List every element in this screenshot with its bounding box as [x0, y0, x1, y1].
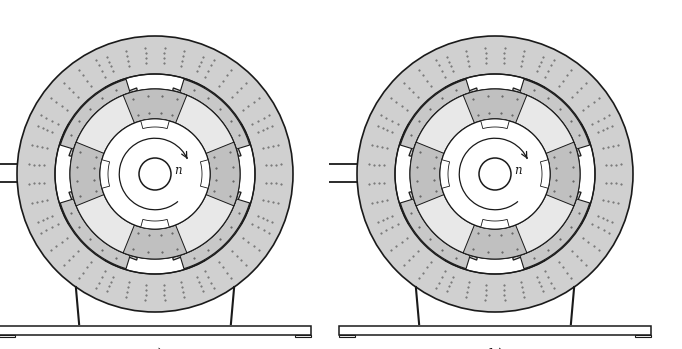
- Polygon shape: [410, 142, 444, 206]
- Polygon shape: [481, 220, 509, 229]
- Polygon shape: [440, 160, 449, 188]
- Polygon shape: [400, 79, 476, 155]
- Polygon shape: [463, 89, 527, 123]
- Polygon shape: [72, 185, 144, 257]
- Polygon shape: [123, 225, 187, 259]
- Polygon shape: [140, 119, 169, 128]
- Polygon shape: [514, 79, 590, 155]
- Polygon shape: [540, 160, 550, 188]
- Circle shape: [410, 89, 580, 259]
- Circle shape: [440, 119, 550, 229]
- Text: n: n: [175, 164, 182, 177]
- Bar: [339, 326, 651, 334]
- Polygon shape: [123, 89, 187, 123]
- Polygon shape: [60, 193, 136, 269]
- Polygon shape: [507, 91, 578, 163]
- Polygon shape: [55, 124, 94, 224]
- Polygon shape: [174, 193, 250, 269]
- Polygon shape: [140, 220, 169, 229]
- Circle shape: [100, 119, 210, 229]
- Circle shape: [479, 158, 511, 190]
- Polygon shape: [60, 79, 136, 155]
- Polygon shape: [166, 91, 238, 163]
- Circle shape: [357, 36, 633, 312]
- Circle shape: [139, 158, 171, 190]
- Polygon shape: [412, 91, 484, 163]
- Polygon shape: [514, 193, 590, 269]
- Text: n: n: [515, 164, 522, 177]
- Polygon shape: [395, 124, 434, 224]
- Polygon shape: [445, 235, 545, 274]
- Polygon shape: [445, 74, 545, 113]
- Text: b): b): [487, 348, 503, 349]
- Polygon shape: [70, 142, 104, 206]
- Polygon shape: [100, 160, 110, 188]
- Bar: [0, 326, 311, 334]
- Polygon shape: [463, 225, 527, 259]
- Polygon shape: [556, 124, 595, 224]
- Polygon shape: [400, 193, 476, 269]
- Polygon shape: [174, 79, 250, 155]
- Text: a): a): [147, 348, 162, 349]
- Polygon shape: [481, 119, 509, 128]
- Polygon shape: [105, 235, 205, 274]
- Polygon shape: [412, 185, 484, 257]
- Polygon shape: [546, 142, 580, 206]
- Polygon shape: [105, 74, 205, 113]
- Polygon shape: [216, 124, 255, 224]
- Polygon shape: [201, 160, 210, 188]
- Circle shape: [17, 36, 293, 312]
- Polygon shape: [72, 91, 144, 163]
- Bar: [339, 334, 355, 337]
- Bar: [0, 334, 15, 337]
- Polygon shape: [166, 185, 238, 257]
- Bar: [635, 334, 651, 337]
- Bar: [295, 334, 311, 337]
- Circle shape: [70, 89, 240, 259]
- Polygon shape: [206, 142, 240, 206]
- Polygon shape: [507, 185, 578, 257]
